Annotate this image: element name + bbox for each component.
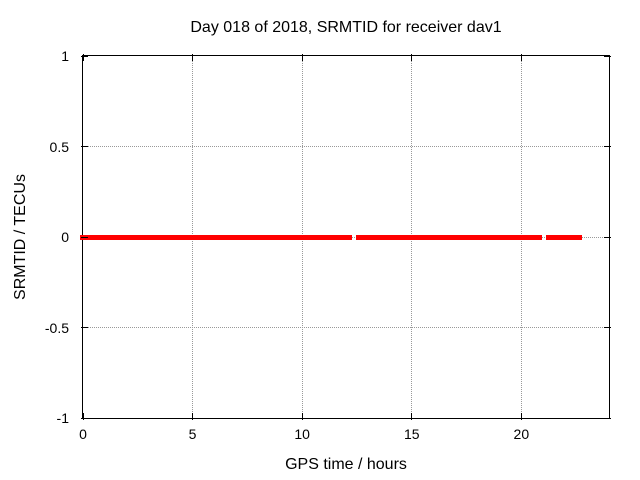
x-tick-bottom [411, 413, 413, 420]
x-tick-label: 5 [188, 426, 197, 442]
x-tick-top [301, 54, 303, 61]
y-tick-right [604, 236, 611, 238]
y-tick-label: 0.5 [49, 138, 69, 155]
x-tick-label: 15 [403, 426, 420, 442]
y-tick-label: -0.5 [44, 319, 69, 336]
x-tick-label: 0 [79, 426, 87, 442]
y-tick-right [604, 146, 611, 147]
x-tick-bottom [301, 413, 303, 420]
y-gridline [83, 327, 609, 328]
y-tick-label: 1 [61, 48, 69, 64]
y-tick-left [81, 146, 88, 147]
x-tick-top [520, 54, 522, 61]
y-tick-left [81, 327, 88, 328]
x-tick-bottom [82, 413, 84, 420]
y-tick-right [604, 55, 611, 57]
series-segment [355, 234, 542, 240]
x-tick-bottom [520, 413, 522, 420]
y-tick-label: 0 [61, 229, 69, 245]
plot-area: 0 5 10 15 20 1 0.5 0 -0.5 -1 [45, 48, 611, 442]
x-tick-top [82, 54, 84, 61]
x-tick-top [411, 54, 413, 61]
y-tick-left [81, 236, 88, 238]
y-tick-label: -1 [56, 410, 69, 426]
x-axis-label: GPS time / hours [285, 456, 407, 473]
y-tick-left [81, 417, 88, 419]
x-tick-label: 10 [294, 426, 310, 442]
x-tick-top [192, 54, 194, 61]
chart-title: Day 018 of 2018, SRMTID for receiver dav… [190, 19, 502, 36]
series-segment [546, 234, 583, 240]
y-gridline [83, 146, 609, 147]
y-tick-right [604, 417, 611, 419]
y-tick-right [604, 327, 611, 328]
series-segment [80, 234, 353, 240]
y-tick-left [81, 55, 88, 57]
x-tick-bottom [192, 413, 194, 420]
x-tick-label: 20 [513, 426, 530, 442]
